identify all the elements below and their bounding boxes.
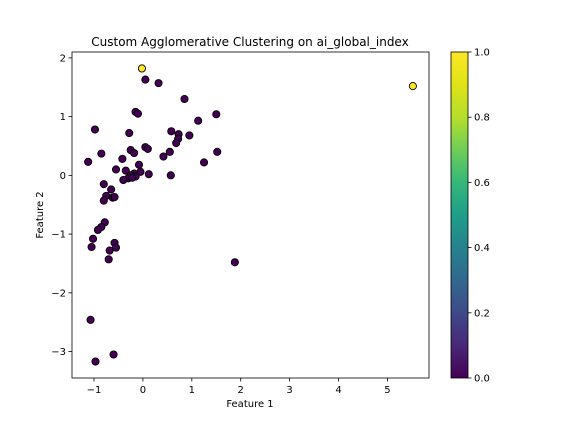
y-tick-label: −1: [51, 230, 66, 241]
data-point: [213, 147, 222, 156]
data-point: [230, 258, 239, 267]
data-point: [166, 171, 175, 180]
colorbar-tick-label: 0.4: [474, 243, 490, 254]
y-axis-label: Feature 2: [35, 191, 46, 238]
x-tick-label: 5: [384, 385, 390, 396]
data-point: [199, 158, 209, 167]
data-point: [185, 131, 194, 140]
data-point: [121, 166, 130, 175]
chart-title: Custom Agglomerative Clustering on ai_gl…: [91, 35, 408, 49]
data-point: [84, 157, 93, 166]
y-axis: −3 −2 −1 0 1 2: [51, 53, 72, 358]
colorbar-axis: 0.0 0.2 0.4 0.6 0.8 1.0: [468, 48, 490, 385]
data-point: [90, 125, 100, 134]
x-tick-label: 0: [140, 385, 146, 396]
y-tick-label: 2: [60, 53, 66, 64]
colorbar: [450, 51, 469, 379]
data-point: [137, 64, 146, 73]
colorbar-tick-label: 0.6: [474, 178, 490, 189]
data-point: [144, 170, 153, 179]
x-axis-label: Feature 1: [226, 399, 273, 410]
data-point: [86, 315, 95, 324]
data-point: [88, 234, 98, 243]
x-tick-label: 1: [189, 385, 195, 396]
data-point: [128, 173, 137, 182]
data-point: [110, 193, 119, 202]
data-point: [118, 154, 127, 163]
data-point: [134, 160, 144, 169]
data-point: [105, 246, 114, 255]
data-point: [111, 165, 121, 174]
data-point: [133, 109, 143, 118]
data-point: [107, 185, 116, 194]
colorbar-tick-label: 1.0: [474, 48, 490, 59]
plot-frame: [71, 51, 430, 379]
data-point: [91, 357, 100, 366]
data-point: [167, 127, 176, 136]
data-point: [99, 180, 108, 189]
y-tick-label: −3: [51, 347, 66, 358]
y-tick-label: −2: [51, 288, 66, 299]
scatter-points: [84, 64, 417, 366]
data-point: [130, 148, 139, 158]
data-point: [165, 147, 174, 156]
data-point: [99, 196, 108, 205]
data-point: [97, 149, 106, 158]
x-tick-label: 4: [335, 385, 341, 396]
data-point: [109, 350, 118, 359]
data-point: [104, 255, 113, 264]
colorbar-tick-label: 0.8: [474, 113, 490, 124]
colorbar-tick-label: 0.0: [474, 374, 490, 385]
data-point: [194, 116, 203, 125]
data-point: [159, 152, 168, 161]
data-point: [212, 110, 221, 119]
x-axis: −1 0 1 2 3 4 5: [87, 378, 391, 396]
data-point: [154, 79, 163, 88]
data-point: [143, 144, 152, 153]
data-point: [141, 75, 150, 84]
data-point: [172, 138, 181, 148]
data-point: [93, 225, 102, 235]
data-point: [180, 94, 189, 104]
data-point: [408, 82, 417, 91]
data-point: [87, 242, 96, 252]
x-tick-label: 2: [238, 385, 244, 396]
data-point: [119, 175, 128, 185]
data-point: [125, 129, 134, 138]
x-tick-label: 3: [286, 385, 292, 396]
x-tick-label: −1: [87, 385, 102, 396]
colorbar-tick-label: 0.2: [474, 308, 490, 319]
y-tick-label: 1: [60, 112, 66, 123]
y-tick-label: 0: [60, 171, 66, 182]
